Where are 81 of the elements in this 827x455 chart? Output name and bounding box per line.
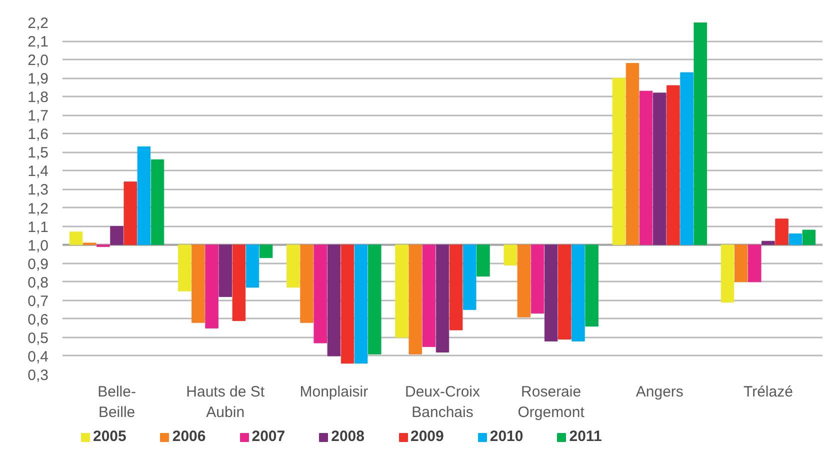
bar bbox=[734, 244, 748, 282]
bar bbox=[368, 244, 382, 354]
y-tick-label: 0,7 bbox=[28, 292, 49, 310]
y-tick-label: 2,2 bbox=[28, 15, 49, 32]
bar bbox=[218, 244, 232, 297]
bar bbox=[775, 218, 788, 246]
x-tick-label: Roseraie Orgemont bbox=[518, 384, 586, 421]
y-tick-label: 0,3 bbox=[28, 367, 49, 384]
legend-label: 2006 bbox=[172, 428, 206, 445]
legend-label: 2011 bbox=[569, 428, 602, 445]
bar bbox=[300, 244, 314, 323]
bar bbox=[408, 244, 422, 354]
y-tick-label: 0,9 bbox=[28, 256, 49, 273]
x-tick-label: Hauts de St Aubin bbox=[186, 384, 266, 421]
bar bbox=[436, 244, 450, 353]
y-tick-label: 1,0 bbox=[28, 237, 49, 254]
bar bbox=[354, 244, 368, 364]
bar bbox=[585, 244, 598, 327]
y-tick-label: 0,5 bbox=[28, 330, 49, 347]
bar bbox=[612, 78, 626, 246]
bar bbox=[340, 244, 354, 364]
y-tick-label: 1,5 bbox=[28, 144, 49, 162]
bar bbox=[476, 244, 490, 277]
bar bbox=[653, 92, 666, 246]
bar bbox=[422, 244, 436, 347]
bar bbox=[666, 85, 680, 246]
y-tick-label: 0,6 bbox=[28, 311, 49, 328]
bar bbox=[788, 233, 802, 246]
legend-label: 2008 bbox=[331, 428, 364, 445]
legend-label: 2007 bbox=[252, 428, 286, 445]
y-tick-label: 0,8 bbox=[28, 274, 49, 292]
bar bbox=[192, 244, 205, 323]
y-tick-label: 2,0 bbox=[28, 52, 49, 70]
bar bbox=[449, 244, 463, 330]
bar bbox=[802, 230, 816, 246]
bar bbox=[327, 244, 341, 356]
bar bbox=[694, 22, 707, 246]
bar bbox=[544, 244, 558, 342]
y-tick-label: 1,3 bbox=[28, 182, 49, 199]
bar bbox=[680, 72, 694, 246]
y-tick-label: 2,1 bbox=[28, 34, 49, 51]
y-tick-label: 1,7 bbox=[28, 108, 49, 125]
bar bbox=[639, 90, 653, 246]
bar bbox=[69, 232, 83, 246]
bar bbox=[530, 244, 544, 314]
bar bbox=[259, 244, 273, 258]
legend-label: 2009 bbox=[410, 428, 444, 445]
bar bbox=[572, 244, 585, 342]
bar bbox=[558, 244, 572, 340]
y-tick-label: 1,2 bbox=[28, 200, 49, 218]
bar bbox=[314, 244, 327, 344]
bar bbox=[748, 244, 762, 282]
bar bbox=[178, 244, 192, 292]
legend-label: 2010 bbox=[490, 428, 524, 445]
bar bbox=[504, 244, 517, 266]
bar bbox=[286, 244, 300, 288]
x-tick-label: Angers bbox=[636, 384, 684, 400]
bar bbox=[137, 146, 151, 246]
bar bbox=[205, 244, 218, 328]
y-tick-label: 1,1 bbox=[28, 218, 49, 236]
bar bbox=[150, 159, 164, 246]
y-tick-label: 1,6 bbox=[28, 126, 49, 144]
x-tick-label: Deux-Croix Banchais bbox=[404, 384, 481, 421]
bar bbox=[720, 244, 734, 302]
y-tick-label: 0,4 bbox=[28, 348, 49, 366]
bar bbox=[124, 182, 137, 246]
legend-label: 2005 bbox=[93, 428, 126, 445]
bar bbox=[762, 240, 775, 246]
y-tick-label: 1,4 bbox=[28, 163, 49, 180]
bar bbox=[517, 244, 531, 318]
y-tick-label: 1,8 bbox=[28, 89, 49, 106]
x-tick-label: Monplaisir bbox=[300, 384, 368, 400]
bar bbox=[626, 63, 640, 246]
bar bbox=[232, 244, 246, 322]
x-tick-label: Trélazé bbox=[743, 384, 793, 400]
bar bbox=[395, 244, 408, 338]
bar bbox=[110, 226, 124, 246]
bar bbox=[463, 244, 476, 310]
bar bbox=[246, 244, 260, 288]
x-tick-label: Belle-Beille bbox=[98, 384, 136, 421]
y-tick-label: 1,9 bbox=[28, 70, 49, 88]
